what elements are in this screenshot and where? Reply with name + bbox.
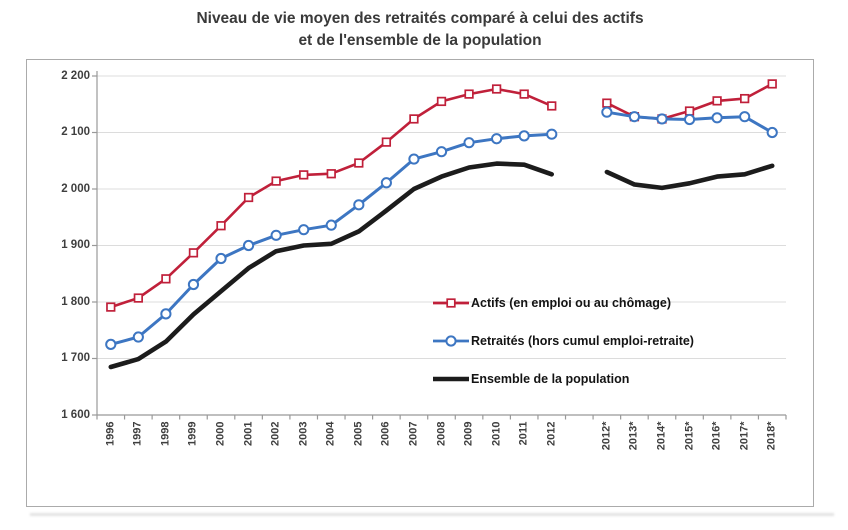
x-tick-label: 2011	[517, 421, 530, 445]
x-tick-label: 2013*	[627, 421, 640, 450]
data-point-marker	[547, 101, 557, 111]
y-tick-label: 2 100	[61, 126, 90, 138]
data-point-marker	[243, 192, 254, 203]
ensemble-line-swatch	[433, 376, 469, 382]
chart-title: Niveau de vie moyen des retraités compar…	[0, 8, 840, 52]
series-line-2	[108, 161, 555, 370]
x-tick-label: 1996	[104, 421, 117, 446]
data-point-marker	[216, 221, 226, 231]
data-point-marker	[326, 169, 336, 179]
data-point-marker	[739, 111, 751, 123]
data-point-marker	[325, 219, 337, 231]
data-point-marker	[683, 113, 696, 126]
data-point-marker	[354, 158, 364, 168]
data-point-marker	[271, 176, 281, 186]
data-point-marker	[464, 89, 474, 99]
retraites-line-swatch	[433, 335, 469, 347]
data-point-marker	[380, 177, 392, 189]
data-point-marker	[242, 239, 255, 252]
data-point-marker	[188, 248, 199, 258]
data-point-marker	[684, 106, 695, 116]
y-tick-label: 1 600	[61, 408, 90, 421]
y-tick-label: 1 700	[61, 352, 90, 364]
y-tick-label: 2 000	[61, 182, 90, 195]
chart-legend: Actifs (en emploi ou au chômage) Retrait…	[433, 284, 694, 398]
data-point-marker	[353, 199, 365, 211]
chart-title-line1: Niveau de vie moyen des retraités compar…	[196, 10, 644, 27]
x-tick-label: 1997	[131, 421, 144, 446]
x-tick-label: 2012*	[600, 421, 613, 450]
data-point-marker	[381, 137, 392, 147]
legend-item-actifs: Actifs (en emploi ou au chômage)	[433, 284, 694, 322]
x-tick-label: 2004	[324, 421, 337, 446]
data-point-marker	[105, 338, 117, 350]
data-point-marker	[463, 137, 475, 149]
x-tick-label: 2006	[379, 421, 392, 446]
data-point-marker	[491, 133, 503, 145]
x-tick-label: 2001	[242, 421, 255, 446]
legend-label-ensemble: Ensemble de la population	[471, 372, 630, 386]
data-point-marker	[215, 252, 227, 265]
page-scan-artifact	[30, 513, 834, 516]
x-tick-label: 1998	[159, 421, 172, 446]
legend-swatch-square-marker	[446, 298, 456, 308]
chart-plot-area	[92, 71, 787, 420]
data-point-marker	[160, 308, 172, 320]
x-tick-label: 2017*	[738, 421, 751, 450]
x-tick-label: 2007	[407, 421, 420, 446]
y-tick-label: 2 200	[61, 69, 90, 82]
legend-item-ensemble: Ensemble de la population	[433, 360, 694, 398]
data-point-marker	[133, 293, 143, 303]
data-point-marker	[546, 128, 558, 140]
data-point-marker	[767, 79, 777, 89]
data-point-marker	[518, 130, 530, 142]
y-tick-label: 1 800	[61, 295, 90, 308]
x-tick-label: 2009	[462, 421, 475, 446]
legend-swatch-circle-marker	[445, 335, 457, 347]
data-point-marker	[299, 170, 309, 180]
x-tick-label: 2008	[435, 421, 447, 446]
x-tick-label: 2016*	[710, 421, 723, 450]
data-point-marker	[519, 89, 529, 99]
x-tick-label: 2002	[269, 421, 282, 446]
data-point-marker	[602, 98, 612, 108]
data-point-marker	[435, 146, 448, 158]
data-point-marker	[161, 274, 171, 284]
x-tick-label: 2010	[490, 421, 503, 446]
data-point-marker	[132, 331, 144, 343]
x-tick-label: 2012	[545, 421, 558, 446]
data-point-marker	[408, 153, 420, 165]
x-tick-label: 2005	[352, 421, 365, 446]
x-tick-label: 1999	[186, 421, 199, 446]
legend-item-retraites: Retraités (hors cumul emploi-retraite)	[433, 322, 694, 360]
legend-label-actifs: Actifs (en emploi ou au chômage)	[471, 296, 672, 310]
series-line-0	[109, 87, 554, 309]
legend-label-retraites: Retraités (hors cumul emploi-retraite)	[471, 334, 694, 348]
data-point-marker	[711, 112, 723, 124]
x-tick-label: 2018*	[765, 421, 778, 450]
data-point-marker	[187, 278, 200, 291]
actifs-line-swatch	[433, 298, 469, 308]
x-tick-label: 2014*	[655, 421, 668, 450]
data-point-marker	[298, 224, 310, 236]
data-point-marker	[712, 96, 722, 106]
y-tick-label: 1 900	[61, 239, 90, 251]
x-tick-label: 2000	[214, 421, 227, 446]
data-point-marker	[628, 111, 641, 123]
series-line-2	[604, 163, 775, 191]
data-point-marker	[409, 114, 419, 124]
data-point-marker	[270, 229, 282, 241]
data-point-marker	[601, 106, 613, 118]
data-point-marker	[656, 113, 668, 125]
data-point-marker	[106, 302, 116, 312]
chart-frame: 1 600 1 700 1 800 1 900 2 000 2 100 2 200 1996…	[26, 59, 814, 507]
data-point-marker	[491, 84, 502, 94]
data-point-marker	[436, 96, 447, 107]
x-tick-label: 2003	[297, 421, 310, 446]
data-point-marker	[766, 126, 778, 139]
chart-title-line2: et de l'ensemble de la population	[298, 32, 542, 49]
data-point-marker	[740, 93, 750, 104]
x-tick-label: 2015*	[683, 421, 696, 450]
